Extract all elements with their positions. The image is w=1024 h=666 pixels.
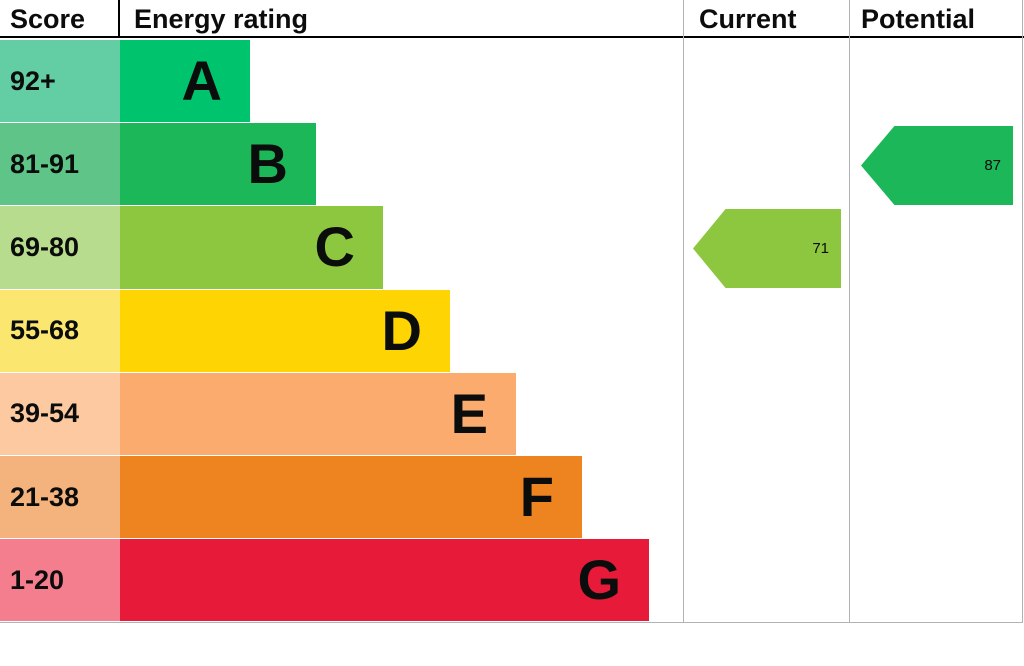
band-row-a: 92+ A: [0, 40, 683, 124]
divider-right-edge: [1022, 0, 1023, 622]
current-rating-value: 71: [812, 240, 829, 257]
band-row-e: 39-54 E: [0, 372, 683, 456]
header-score: Score: [0, 0, 120, 36]
band-bar-a: A: [120, 40, 250, 123]
score-range-d: 55-68: [0, 289, 120, 372]
band-bar-g: G: [120, 539, 649, 622]
score-range-e: 39-54: [0, 372, 120, 455]
band-letter-c: C: [314, 215, 355, 279]
potential-rating-value: 87: [984, 157, 1001, 174]
band-row-b: 81-91 B: [0, 123, 683, 207]
header-current: Current: [699, 3, 797, 34]
band-row-g: 1-20 G: [0, 539, 683, 623]
score-range-f: 21-38: [0, 455, 120, 539]
band-row-d: 55-68 D: [0, 289, 683, 373]
band-letter-b: B: [247, 132, 288, 196]
score-range-a: 92+: [0, 40, 120, 123]
potential-rating-arrow: 87: [861, 126, 1013, 205]
band-bar-b: B: [120, 123, 316, 206]
score-range-g: 1-20: [0, 539, 120, 622]
band-bar-d: D: [120, 289, 450, 372]
band-letter-g: G: [577, 548, 621, 612]
score-range-c: 69-80: [0, 206, 120, 289]
chart-header: Score Energy rating Current Potential: [0, 0, 1024, 38]
band-bar-c: C: [120, 206, 383, 289]
chart-bottom-line: [0, 622, 1023, 623]
score-range-b: 81-91: [0, 123, 120, 206]
current-rating-arrow: 71: [693, 209, 841, 288]
header-energy-rating: Energy rating: [134, 3, 309, 34]
band-bar-e: E: [120, 372, 516, 455]
band-letter-f: F: [519, 465, 554, 529]
divider-current-column: [683, 0, 684, 622]
band-bar-f: F: [120, 455, 582, 539]
band-letter-e: E: [450, 381, 488, 445]
band-letter-a: A: [181, 49, 222, 113]
header-potential: Potential: [861, 3, 976, 34]
band-row-f: 21-38 F: [0, 455, 683, 540]
band-letter-d: D: [381, 298, 422, 362]
divider-potential-column: [849, 0, 850, 622]
band-row-c: 69-80 C: [0, 206, 683, 290]
band-rows: 92+ A 81-91 B 69-80 C 55-68 D 39-54: [0, 40, 683, 623]
